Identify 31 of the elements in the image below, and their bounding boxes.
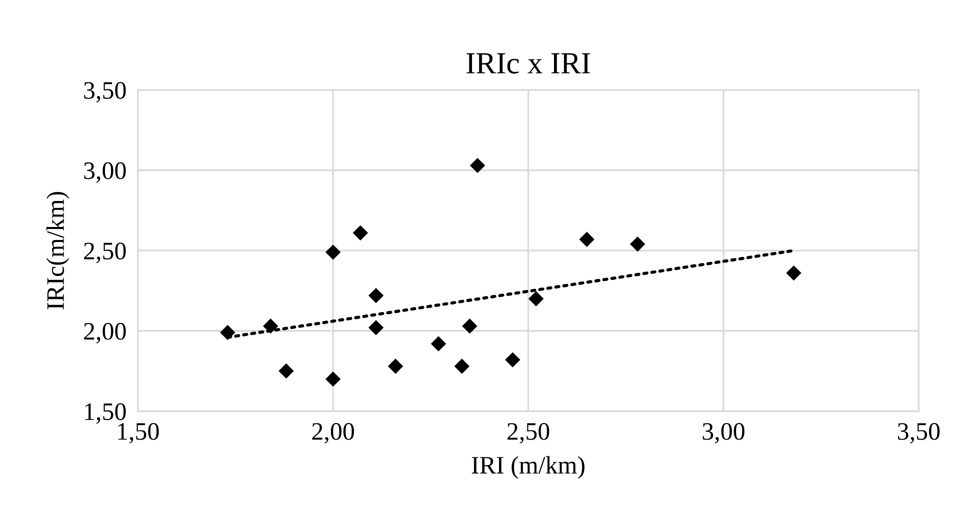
x-tick-label: 1,50	[118, 423, 159, 444]
y-tick-label: 3,00	[84, 162, 126, 183]
x-axis-title: IRI (m/km)	[472, 456, 584, 479]
x-tick-label: 2,00	[312, 423, 354, 444]
point	[262, 318, 278, 334]
point	[368, 320, 384, 336]
point	[368, 288, 384, 304]
point	[454, 358, 470, 374]
chart-title: IRIc x IRI	[466, 53, 590, 74]
y-axis-title: IRIc(m/km)	[46, 192, 70, 310]
point	[325, 244, 341, 260]
point	[786, 265, 802, 281]
point	[430, 336, 446, 352]
point	[528, 291, 544, 306]
point	[352, 225, 368, 241]
point	[579, 232, 594, 247]
point	[278, 363, 294, 379]
y-tick-label: 3,50	[84, 82, 126, 102]
point	[505, 352, 520, 368]
point	[470, 158, 486, 174]
x-tick-label: 3,00	[702, 423, 744, 444]
point	[388, 358, 404, 374]
point	[462, 318, 478, 334]
x-tick-label: 2,50	[507, 423, 550, 444]
x-tick-label: 3,50	[898, 423, 940, 444]
y-tick-label: 2,50	[84, 242, 126, 264]
y-tick-label: 1,50	[85, 403, 126, 424]
point	[220, 324, 236, 340]
y-tick-label: 2,00	[84, 322, 126, 344]
point	[630, 236, 646, 252]
point	[325, 371, 341, 387]
